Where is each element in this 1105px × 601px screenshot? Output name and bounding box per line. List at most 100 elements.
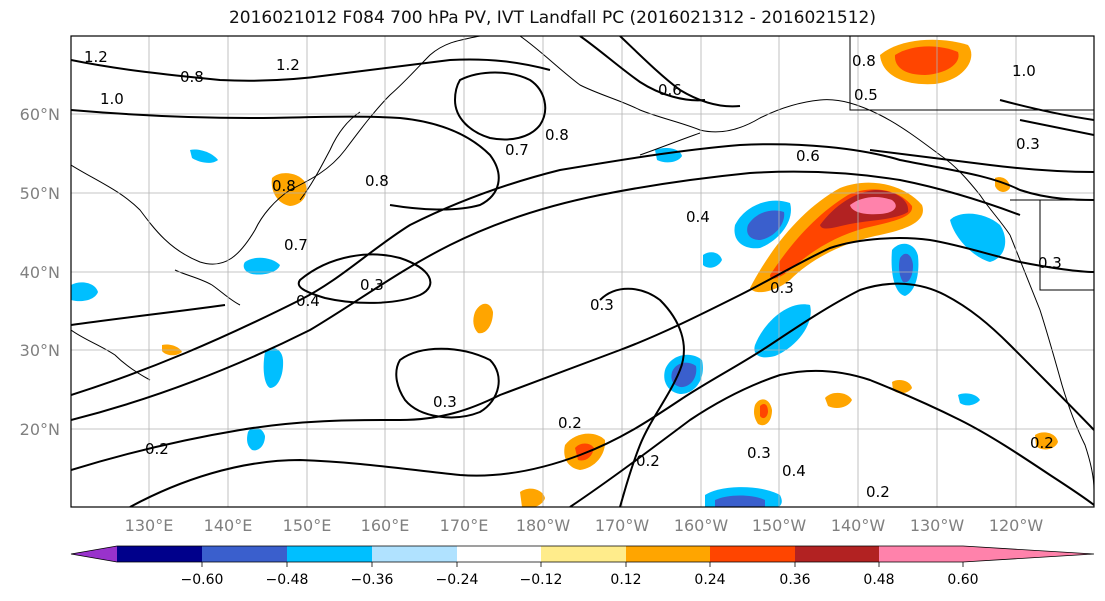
colorbar-tick-label: 0.48 bbox=[863, 572, 894, 588]
contour-label-layer: 1.2 0.8 1.0 0.7 0.8 0.8 0.6 0.4 0.3 0.3 … bbox=[84, 48, 1062, 501]
lon-label: 120°W bbox=[989, 516, 1044, 535]
contour-label: 0.3 bbox=[1038, 254, 1062, 272]
contour-label: 0.3 bbox=[770, 279, 794, 297]
contour-label: 0.8 bbox=[545, 126, 569, 144]
colorbar: −0.60 −0.48 −0.36 −0.24 −0.12 0.12 0.24 … bbox=[70, 545, 1095, 588]
colorbar-tick-label: 0.12 bbox=[610, 572, 641, 588]
contour-11 bbox=[71, 109, 500, 211]
colorbar-segment bbox=[541, 546, 626, 562]
positive-anomaly-main-peak bbox=[850, 197, 896, 215]
contour-2 bbox=[71, 170, 1021, 421]
alaska-coastline bbox=[519, 36, 1011, 236]
contour-label: 0.7 bbox=[505, 141, 529, 159]
colorbar-segment bbox=[879, 546, 963, 562]
pv-contours bbox=[71, 36, 1094, 507]
contour-15 bbox=[1019, 119, 1094, 136]
contour-5 bbox=[395, 347, 500, 419]
contour-label: 1.2 bbox=[84, 48, 108, 66]
colorbar-segment bbox=[626, 546, 710, 562]
contour-label: 1.0 bbox=[100, 90, 124, 108]
contour-label: 0.2 bbox=[866, 483, 890, 501]
colorbar-extend-min bbox=[71, 546, 117, 562]
lat-label: 30°N bbox=[20, 341, 60, 360]
negative-anomaly-14 bbox=[703, 252, 722, 268]
colorbar-segment bbox=[710, 546, 795, 562]
lon-label: 160°W bbox=[674, 516, 729, 535]
lon-label: 140°W bbox=[831, 516, 886, 535]
latitude-labels: 60°N 50°N 40°N 30°N 20°N bbox=[20, 105, 60, 439]
negative-anomaly-1-core bbox=[747, 210, 785, 240]
contour-label: 0.4 bbox=[782, 462, 806, 480]
negative-anomaly-6-core bbox=[715, 495, 765, 507]
colorbar-tick-label: −0.60 bbox=[181, 572, 224, 588]
negative-anomaly-2 bbox=[754, 304, 811, 358]
lon-label: 130°W bbox=[910, 516, 965, 535]
contour-label: 0.8 bbox=[365, 172, 389, 190]
negative-anomaly-9 bbox=[243, 257, 280, 275]
contour-label: 0.2 bbox=[1030, 434, 1054, 452]
positive-anomaly-4 bbox=[473, 303, 493, 334]
lon-label: 150°E bbox=[283, 516, 332, 535]
colorbar-segment bbox=[795, 546, 879, 562]
contour-3 bbox=[71, 237, 1094, 471]
contour-7 bbox=[129, 282, 1094, 507]
lat-label: 40°N bbox=[20, 263, 60, 282]
contour-label: 0.8 bbox=[272, 177, 296, 195]
contour-1 bbox=[71, 143, 1094, 396]
negative-anomaly-13 bbox=[958, 393, 980, 406]
colorbar-tick-label: 0.36 bbox=[779, 572, 810, 588]
north-america-west-coast bbox=[1009, 234, 1094, 491]
lat-label: 60°N bbox=[20, 105, 60, 124]
plot-area bbox=[71, 36, 1094, 507]
contour-label: 0.8 bbox=[180, 68, 204, 86]
china-coast bbox=[71, 329, 151, 381]
negative-anomaly-4-core bbox=[899, 253, 913, 283]
contour-16 bbox=[999, 99, 1094, 121]
contour-label: 0.2 bbox=[636, 452, 660, 470]
negative-anomaly-3-core bbox=[671, 362, 697, 388]
contour-14 bbox=[579, 36, 706, 102]
contour-label: 0.3 bbox=[433, 393, 457, 411]
positive-anomaly-9 bbox=[892, 380, 912, 394]
negative-anomaly-10 bbox=[71, 282, 98, 302]
coastlines bbox=[71, 36, 1094, 491]
lat-label: 50°N bbox=[20, 184, 60, 203]
longitude-labels: 130°E 140°E 150°E 160°E 170°E 180°W 170°… bbox=[125, 516, 1044, 535]
contour-13 bbox=[619, 36, 741, 108]
colorbar-tick-label: 0.60 bbox=[947, 572, 978, 588]
colorbar-segment bbox=[287, 546, 372, 562]
contour-12 bbox=[453, 71, 547, 141]
contour-label: 0.5 bbox=[854, 86, 878, 104]
aleutian-islands bbox=[639, 132, 701, 156]
contour-label: 0.3 bbox=[1016, 135, 1040, 153]
kamchatka-coastline bbox=[299, 111, 361, 201]
contour-label: 0.3 bbox=[360, 276, 384, 294]
contour-label: 0.7 bbox=[284, 236, 308, 254]
asia-coastline bbox=[71, 36, 481, 265]
positive-anomaly-3-core bbox=[575, 443, 594, 461]
contour-label: 1.0 bbox=[1012, 62, 1036, 80]
negative-anomaly-12 bbox=[190, 149, 218, 163]
contour-label: 0.3 bbox=[590, 296, 614, 314]
lon-label: 150°W bbox=[752, 516, 807, 535]
positive-anomaly-6-core bbox=[760, 404, 768, 419]
lon-label: 130°E bbox=[125, 516, 174, 535]
positive-anomaly-5 bbox=[520, 488, 545, 507]
contour-label: 0.6 bbox=[796, 147, 820, 165]
contour-6 bbox=[71, 304, 226, 326]
lon-label: 170°W bbox=[595, 516, 650, 535]
colorbar-segment bbox=[372, 546, 457, 562]
lon-label: 160°E bbox=[361, 516, 410, 535]
contour-17 bbox=[869, 149, 1094, 173]
colorbar-tick-label: −0.36 bbox=[351, 572, 394, 588]
contour-label: 0.4 bbox=[296, 292, 320, 310]
japan-coastline bbox=[174, 269, 241, 306]
contour-label: 0.2 bbox=[558, 414, 582, 432]
colorbar-segment bbox=[202, 546, 287, 562]
map-title: 2016021012 F084 700 hPa PV, IVT Landfall… bbox=[228, 8, 876, 28]
lon-label: 180°W bbox=[516, 516, 571, 535]
negative-anomaly-5 bbox=[950, 213, 1006, 262]
lat-label: 20°N bbox=[20, 420, 60, 439]
colorbar-tick-label: −0.24 bbox=[436, 572, 479, 588]
contour-label: 0.2 bbox=[145, 440, 169, 458]
